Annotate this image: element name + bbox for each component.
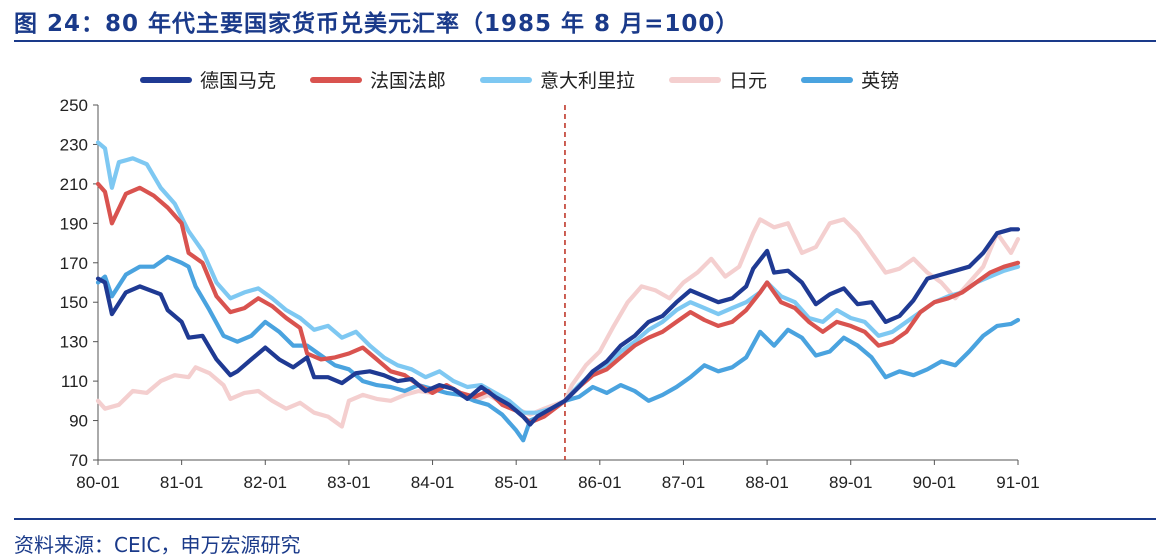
legend-swatch-dem [140,76,192,83]
legend-label-dem: 德国马克 [200,70,277,92]
legend-swatch-frf [310,76,363,83]
x-tick-label: 86-01 [578,473,621,492]
legend-item-gbp: 英镑 [801,66,899,93]
legend-label-itl: 意大利里拉 [540,70,636,92]
legend-label-jpy: 日元 [729,70,768,92]
y-tick-label: 210 [60,175,88,194]
legend-label-frf: 法国法郎 [370,70,447,92]
series-line-4 [95,254,1021,443]
legend-swatch-gbp [801,76,854,83]
x-tick-label: 82-01 [244,473,287,492]
x-tick-label: 91-01 [996,473,1039,492]
y-tick-label: 150 [60,293,88,312]
x-tick-label: 83-01 [327,473,370,492]
footer-rule [14,518,1156,520]
legend-item-dem: 德国马克 [140,66,276,93]
legend-swatch-itl [480,76,533,83]
series-line-3 [95,217,1021,429]
y-tick-label: 230 [60,135,88,154]
y-tick-label: 110 [61,372,88,391]
x-tick-label: 85-01 [494,473,537,492]
y-tick-label: 130 [60,333,88,352]
x-tick-label: 87-01 [662,473,705,492]
series-line-1 [95,181,1021,425]
legend-item-frf: 法国法郎 [310,66,446,93]
x-tick-label: 88-01 [745,473,788,492]
legend-item-itl: 意大利里拉 [480,66,635,93]
figure-title: 图 24：80 年代主要国家货币兑美元汇率（1985 年 8 月=100） [14,11,740,37]
line-chart: 70 90 110 130 150 170 190 210 230 250 80-01 81-01 82… [60,96,1040,492]
legend-swatch-jpy [669,76,722,83]
y-tick-label: 90 [69,412,88,431]
y-tick-label: 190 [60,214,88,233]
series-line-0 [95,227,1021,427]
y-tick-label: 170 [60,254,88,273]
title-rule [14,40,1156,42]
x-tick-label: 84-01 [411,473,454,492]
source-note: 资料来源：CEIC，申万宏源研究 [14,533,301,557]
y-tick-label: 250 [60,96,88,115]
x-tick-label: 89-01 [829,473,872,492]
legend: 德国马克 法国法郎 意大利里拉 日元 英镑 [140,66,933,93]
x-tick-label: 80-01 [76,473,119,492]
y-tick-label: 70 [69,451,88,470]
x-tick-label: 90-01 [913,473,956,492]
legend-item-jpy: 日元 [669,66,767,93]
legend-label-gbp: 英镑 [861,70,900,92]
x-tick-label: 81-01 [160,473,203,492]
